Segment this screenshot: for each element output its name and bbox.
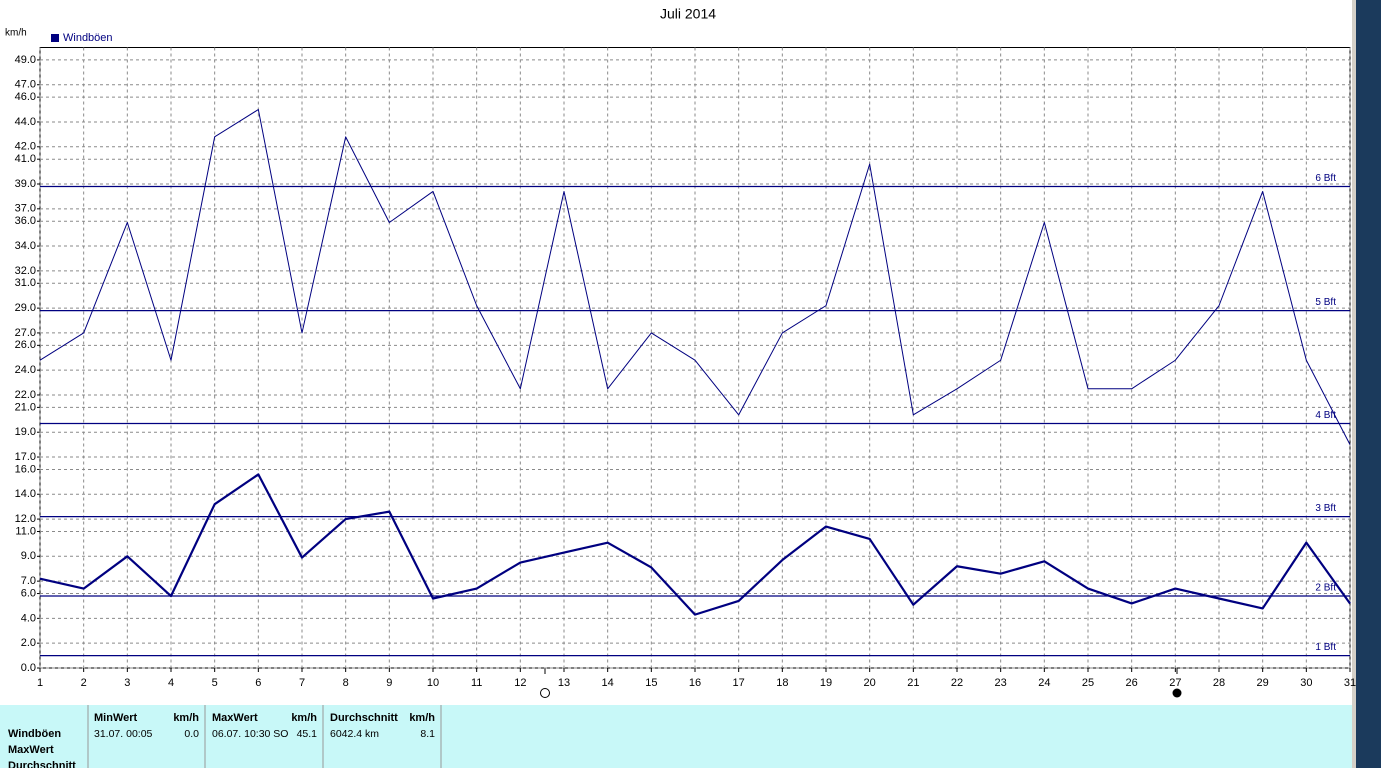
y-tick-label: 37.0 bbox=[15, 203, 36, 215]
column-unit: km/h bbox=[409, 712, 435, 724]
x-tick-label: 20 bbox=[864, 677, 876, 689]
column-unit: km/h bbox=[291, 712, 317, 724]
reference-label: 4 Bft bbox=[1315, 410, 1336, 421]
reference-label: 2 Bft bbox=[1315, 583, 1336, 594]
x-tick-label: 16 bbox=[689, 677, 701, 689]
y-tick-label: 22.0 bbox=[15, 389, 36, 401]
row-label: MaxWert bbox=[8, 744, 54, 756]
x-tick-label: 26 bbox=[1126, 677, 1138, 689]
cell-info: 31.07. 00:05 bbox=[94, 728, 153, 740]
x-tick-label: 9 bbox=[386, 677, 392, 689]
legend-swatch bbox=[51, 34, 59, 42]
x-tick-label: 13 bbox=[558, 677, 570, 689]
x-tick-label: 12 bbox=[514, 677, 526, 689]
y-axis-label: km/h bbox=[5, 28, 27, 39]
column-header: MinWert bbox=[94, 712, 138, 724]
y-tick-label: 14.0 bbox=[15, 488, 36, 500]
y-tick-label: 39.0 bbox=[15, 178, 36, 190]
y-tick-label: 47.0 bbox=[15, 79, 36, 91]
x-tick-label: 29 bbox=[1257, 677, 1269, 689]
x-tick-label: 27 bbox=[1169, 677, 1181, 689]
x-tick-label: 18 bbox=[776, 677, 788, 689]
x-tick-label: 6 bbox=[255, 677, 261, 689]
y-tick-label: 2.0 bbox=[21, 637, 36, 649]
y-tick-label: 9.0 bbox=[21, 550, 36, 562]
x-tick-label: 4 bbox=[168, 677, 174, 689]
legend-label: Windböen bbox=[63, 32, 113, 44]
y-tick-label: 0.0 bbox=[21, 662, 36, 674]
x-tick-label: 21 bbox=[907, 677, 919, 689]
x-tick-label: 7 bbox=[299, 677, 305, 689]
series-line bbox=[39, 473, 1351, 616]
y-tick-label: 41.0 bbox=[15, 153, 36, 165]
reference-label: 6 Bft bbox=[1315, 173, 1336, 184]
moon-icon bbox=[1172, 688, 1182, 698]
y-tick-label: 12.0 bbox=[15, 513, 36, 525]
cell-value: 8.1 bbox=[420, 728, 435, 740]
y-tick-label: 49.0 bbox=[15, 54, 36, 66]
column-header: MaxWert bbox=[212, 712, 258, 724]
column-header: Durchschnitt bbox=[330, 712, 398, 724]
reference-label: 5 Bft bbox=[1315, 297, 1336, 308]
y-tick-label: 36.0 bbox=[15, 215, 36, 227]
x-tick-label: 5 bbox=[212, 677, 218, 689]
y-tick-label: 34.0 bbox=[15, 240, 36, 252]
y-tick-label: 31.0 bbox=[15, 277, 36, 289]
y-tick-label: 46.0 bbox=[15, 91, 36, 103]
window-border bbox=[1352, 0, 1356, 768]
row-label: Windböen bbox=[8, 728, 61, 740]
y-tick-label: 24.0 bbox=[15, 364, 36, 376]
x-tick-label: 17 bbox=[733, 677, 745, 689]
y-tick-label: 6.0 bbox=[21, 587, 36, 599]
y-tick-label: 27.0 bbox=[15, 327, 36, 339]
y-tick-label: 7.0 bbox=[21, 575, 36, 587]
y-tick-label: 21.0 bbox=[15, 401, 36, 413]
y-tick-label: 19.0 bbox=[15, 426, 36, 438]
y-tick-label: 16.0 bbox=[15, 463, 36, 475]
window-edge bbox=[1356, 0, 1381, 768]
x-tick-label: 10 bbox=[427, 677, 439, 689]
y-tick-label: 32.0 bbox=[15, 265, 36, 277]
y-tick-label: 44.0 bbox=[15, 116, 36, 128]
y-tick-label: 17.0 bbox=[15, 451, 36, 463]
row-label: Durchschnitt bbox=[8, 760, 76, 768]
x-tick-label: 2 bbox=[81, 677, 87, 689]
x-tick-label: 24 bbox=[1038, 677, 1050, 689]
x-tick-label: 23 bbox=[995, 677, 1007, 689]
x-tick-label: 28 bbox=[1213, 677, 1225, 689]
stats-table: Windböen MaxWert Durchschnitt MinWert km/h 31… bbox=[8, 712, 435, 772]
y-tick-label: 26.0 bbox=[15, 339, 36, 351]
x-tick-label: 22 bbox=[951, 677, 963, 689]
x-tick-label: 8 bbox=[343, 677, 349, 689]
moon-icon bbox=[540, 688, 550, 698]
cell-info: 06.07. 10:30 SO bbox=[212, 728, 288, 740]
stats-panel bbox=[0, 705, 1352, 768]
chart-title: Juli 2014 bbox=[660, 6, 716, 22]
reference-label: 1 Bft bbox=[1315, 642, 1336, 653]
series-line bbox=[39, 109, 1351, 445]
x-tick-label: 15 bbox=[645, 677, 657, 689]
x-tick-label: 3 bbox=[124, 677, 130, 689]
reference-label: 3 Bft bbox=[1315, 503, 1336, 514]
x-tick-label: 31 bbox=[1344, 677, 1356, 689]
column-unit: km/h bbox=[173, 712, 199, 724]
x-tick-label: 11 bbox=[471, 677, 482, 689]
x-tick-label: 14 bbox=[602, 677, 614, 689]
y-tick-label: 42.0 bbox=[15, 141, 36, 153]
cell-value: 45.1 bbox=[297, 728, 318, 740]
y-tick-label: 4.0 bbox=[21, 612, 36, 624]
plot-area bbox=[39, 47, 1351, 669]
x-tick-label: 30 bbox=[1300, 677, 1312, 689]
x-tick-label: 19 bbox=[820, 677, 832, 689]
y-tick-label: 11.0 bbox=[15, 525, 36, 537]
y-tick-label: 29.0 bbox=[15, 302, 36, 314]
x-tick-label: 1 bbox=[37, 677, 43, 689]
cell-info: 6042.4 km bbox=[330, 728, 379, 740]
stats-separators bbox=[87, 705, 442, 768]
x-tick-label: 25 bbox=[1082, 677, 1094, 689]
cell-value: 0.0 bbox=[184, 728, 199, 740]
